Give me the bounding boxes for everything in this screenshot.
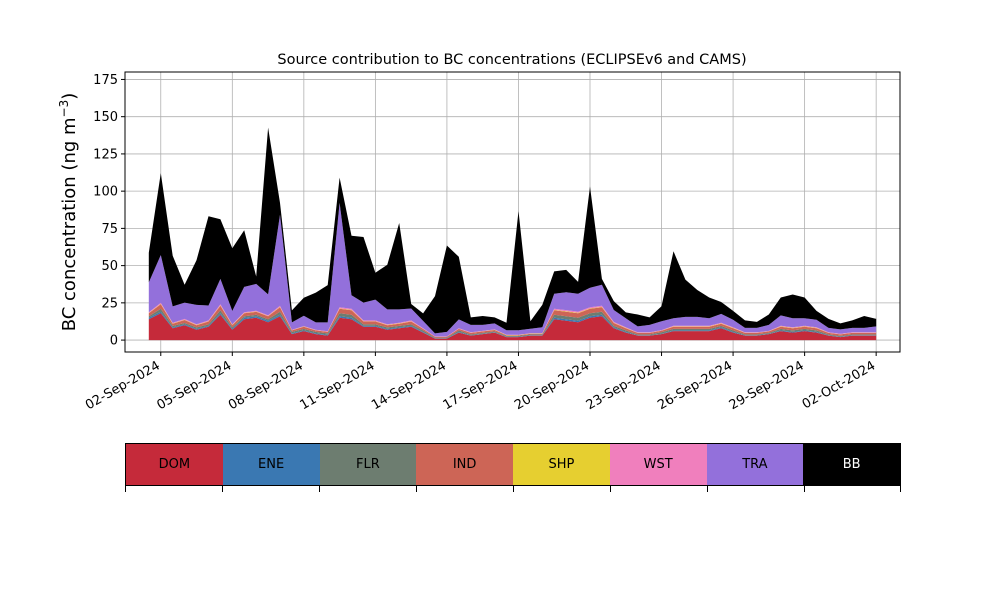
x-tick-label: 05-Sep-2024: [154, 358, 234, 413]
x-tick-label: 23-Sep-2024: [584, 358, 664, 413]
legend-tick: [222, 486, 223, 492]
y-axis-label-close: ): [59, 93, 80, 100]
legend-item-shp: SHP: [513, 444, 610, 485]
x-tick-label: 20-Sep-2024: [512, 358, 592, 413]
x-tick-label: 17-Sep-2024: [441, 358, 521, 413]
y-tick-label: 0: [110, 334, 118, 349]
y-tick-label: 75: [101, 222, 118, 237]
y-tick-label: 100: [93, 185, 118, 200]
y-axis-label-sup: −3: [57, 100, 71, 118]
legend-item-flr: FLR: [319, 444, 417, 485]
y-tick-label: 150: [93, 110, 118, 125]
area-bb: [148, 127, 877, 334]
legend-tick: [416, 486, 417, 492]
legend-tick: [319, 486, 320, 492]
x-tick-label: 14-Sep-2024: [369, 358, 449, 413]
x-tick-label: 11-Sep-2024: [298, 358, 378, 413]
x-tick-label: 26-Sep-2024: [655, 358, 735, 413]
legend-item-dom: DOM: [126, 444, 223, 485]
legend-item-bb: BB: [803, 444, 900, 485]
x-tick-label: 02-Sep-2024: [83, 358, 163, 413]
legend-tick: [125, 486, 126, 492]
legend-tick: [610, 486, 611, 492]
legend-ticks: [125, 486, 901, 492]
legend-tick: [707, 486, 708, 492]
source-legend: DOM ENE FLR IND SHP WST TRA BB: [125, 443, 901, 486]
y-tick-label: 25: [101, 296, 118, 311]
legend-item-tra: TRA: [706, 444, 804, 485]
legend-tick: [900, 486, 901, 492]
area-layer: [148, 127, 877, 341]
legend-item-wst: WST: [609, 444, 707, 485]
x-tick-label: 02-Oct-2024: [800, 358, 878, 412]
legend-item-ene: ENE: [222, 444, 320, 485]
y-tick-label: 50: [101, 259, 118, 274]
legend-tick: [804, 486, 805, 492]
legend-tick: [513, 486, 514, 492]
area-dom: [148, 313, 877, 341]
y-axis-label: BC concentration (ng m−3): [57, 93, 80, 332]
plot-frame: [124, 71, 901, 353]
chart-svg: Source contribution to BC concentrations…: [57, 52, 901, 413]
y-tick-label: 175: [93, 73, 118, 88]
y-axis-label-main: BC concentration (ng m: [59, 117, 80, 331]
y-tick-label: 125: [93, 147, 118, 162]
chart-title: Source contribution to BC concentrations…: [277, 52, 746, 68]
x-tick-label: 29-Sep-2024: [727, 358, 807, 413]
x-tick-label: 08-Sep-2024: [226, 358, 306, 413]
legend-item-ind: IND: [416, 444, 513, 485]
area-tra: [148, 202, 877, 337]
